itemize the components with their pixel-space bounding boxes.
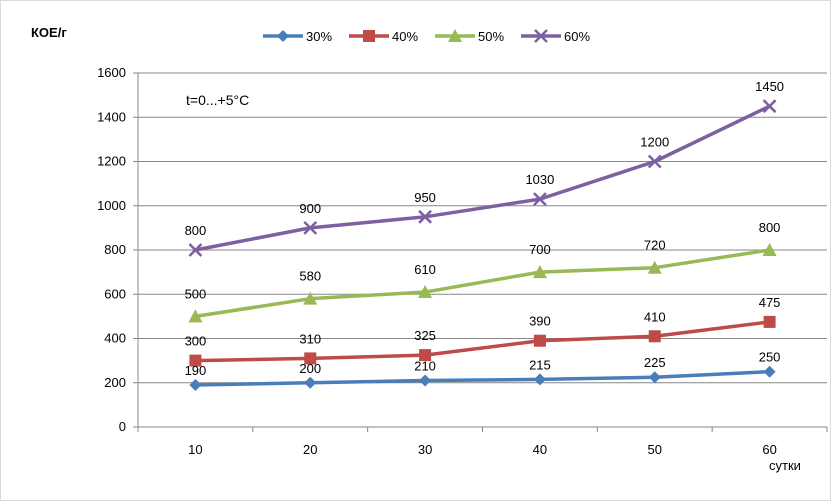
x-axis-title: сутки	[769, 458, 801, 473]
data-label: 225	[644, 355, 666, 370]
data-point	[418, 209, 432, 224]
data-point	[762, 99, 777, 114]
data-label: 580	[299, 269, 321, 284]
x-tick-label: 50	[648, 442, 662, 457]
series-line	[195, 320, 770, 363]
data-label: 215	[529, 357, 551, 372]
legend-item-60%: 60%	[521, 29, 590, 44]
data-point	[648, 371, 661, 384]
legend-item-30%: 30%	[263, 29, 332, 44]
data-point	[647, 154, 662, 169]
data-label: 250	[759, 350, 781, 365]
data-label: 610	[414, 262, 436, 277]
x-tick-labels: 10 20 30 40 50 60	[188, 442, 777, 457]
data-label: 325	[414, 328, 436, 343]
series-30%	[189, 365, 776, 391]
data-label: 410	[644, 309, 666, 324]
data-label: 800	[185, 223, 207, 238]
data-point	[647, 260, 662, 274]
legend-label: 30%	[306, 29, 332, 44]
data-label: 190	[185, 363, 207, 378]
data-label: 475	[759, 295, 781, 310]
data-point	[418, 285, 433, 299]
data-labels: 190 200 210 215 225 250 300 310 325 390 410 475 500 5…	[185, 79, 784, 378]
axes	[133, 72, 828, 432]
data-point	[304, 352, 317, 365]
y-tick-label: 1400	[97, 109, 126, 124]
series-50%	[188, 243, 777, 323]
data-label: 300	[185, 334, 207, 349]
data-point	[533, 373, 546, 386]
data-point	[533, 192, 547, 206]
data-label: 700	[529, 242, 551, 257]
data-label: 900	[299, 201, 321, 216]
data-point	[419, 349, 432, 362]
y-tick-label: 600	[104, 286, 126, 301]
data-label: 1030	[525, 172, 554, 187]
y-tick-label: 1000	[97, 198, 126, 213]
data-point	[189, 354, 202, 367]
legend-label: 50%	[478, 29, 504, 44]
y-tick-label: 1600	[97, 65, 126, 80]
series-40%	[189, 315, 776, 367]
series-line	[195, 104, 771, 252]
legend-marker	[363, 30, 375, 42]
legend-label: 60%	[564, 29, 590, 44]
data-label: 200	[299, 361, 321, 376]
legend-item-50%: 50%	[435, 29, 504, 44]
data-label: 720	[644, 238, 666, 253]
data-point	[533, 334, 546, 347]
x-tick-label: 10	[188, 442, 202, 457]
data-label: 1450	[755, 79, 784, 94]
y-tick-label: 400	[104, 331, 126, 346]
y-tick-label: 200	[104, 375, 126, 390]
data-point	[188, 309, 203, 323]
data-label: 390	[529, 314, 551, 329]
series-line	[195, 369, 770, 387]
y-tick-label: 0	[119, 419, 126, 434]
data-label: 210	[414, 359, 436, 374]
legend: 30% 40% 50% 60%	[263, 29, 590, 44]
series-line	[195, 248, 770, 319]
data-point	[303, 291, 318, 305]
y-tick-label: 800	[104, 242, 126, 257]
data-point	[763, 365, 776, 378]
data-label: 950	[414, 190, 436, 205]
x-tick-label: 20	[303, 442, 317, 457]
legend-item-40%: 40%	[349, 29, 418, 44]
data-point	[188, 243, 203, 257]
gridlines	[138, 72, 827, 384]
y-axis-title: КОЕ/г	[31, 25, 67, 40]
data-point	[762, 243, 777, 256]
y-tick-label: 1200	[97, 154, 126, 169]
legend-marker	[448, 29, 462, 42]
data-label: 500	[185, 286, 207, 301]
data-point	[303, 220, 318, 235]
x-tick-label: 60	[762, 442, 776, 457]
data-point	[763, 315, 776, 328]
data-label: 310	[299, 331, 321, 346]
data-point	[532, 265, 547, 279]
data-point	[189, 378, 202, 391]
legend-label: 40%	[392, 29, 418, 44]
data-point	[419, 374, 432, 387]
data-label: 1200	[640, 135, 669, 150]
temperature-annotation: t=0...+5°C	[186, 92, 249, 108]
x-tick-label: 40	[533, 442, 547, 457]
y-tick-labels: 0 200 400 600 800 1000 1200 1400 1600	[97, 65, 126, 434]
series-group	[188, 99, 777, 391]
legend-marker	[277, 30, 289, 42]
x-tick-label: 30	[418, 442, 432, 457]
data-point	[648, 330, 661, 343]
series-60%	[188, 99, 777, 257]
legend-marker	[534, 29, 548, 43]
data-label: 800	[759, 220, 781, 235]
data-point	[304, 376, 317, 389]
